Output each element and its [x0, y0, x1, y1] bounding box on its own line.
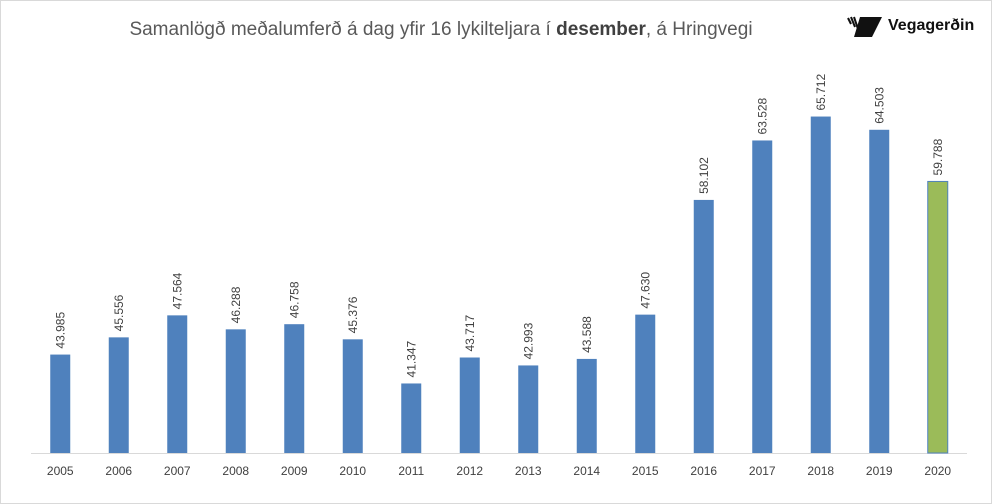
data-label-2020: 59.788: [931, 138, 945, 175]
bar-2018: [810, 116, 831, 454]
bar-2007: [167, 315, 188, 453]
x-tick-label-2018: 2018: [807, 464, 834, 478]
x-tick-label-2020: 2020: [924, 464, 951, 478]
data-label-2011: 41.347: [404, 340, 418, 377]
data-label-2010: 45.376: [346, 296, 360, 333]
data-label-2017: 63.528: [755, 97, 769, 134]
bar-2016: [693, 199, 714, 453]
bar-2006: [108, 337, 129, 453]
data-label-2009: 46.758: [287, 281, 301, 318]
x-tick-label-2015: 2015: [632, 464, 659, 478]
data-label-2006: 45.556: [112, 294, 126, 331]
data-label-2019: 64.503: [872, 87, 886, 124]
bar-2012: [459, 357, 480, 453]
bar-2014: [576, 358, 597, 453]
x-tick-label-2017: 2017: [749, 464, 776, 478]
data-label-2013: 42.993: [521, 322, 535, 359]
bar-2011: [401, 383, 422, 453]
x-tick-label-2012: 2012: [456, 464, 483, 478]
bar-2005: [50, 354, 71, 453]
data-label-2018: 65.712: [814, 74, 828, 111]
x-tick-label-2013: 2013: [515, 464, 542, 478]
bar-2015: [635, 314, 656, 453]
bar-2009: [284, 324, 305, 453]
x-tick-label-2019: 2019: [866, 464, 893, 478]
title-bold: desember: [556, 19, 646, 40]
x-tick-label-2009: 2009: [281, 464, 308, 478]
data-label-2014: 43.588: [580, 316, 594, 353]
logo-text: Vegagerðin: [888, 17, 975, 34]
title-prefix: Samanlögð meðalumferð á dag yfir 16 lyki…: [129, 19, 557, 40]
x-tick-label-2007: 2007: [164, 464, 191, 478]
data-label-2005: 43.985: [53, 312, 67, 349]
data-label-2007: 47.564: [170, 272, 184, 309]
title-suffix: , á Hringvegi: [645, 19, 753, 40]
x-tick-label-2014: 2014: [573, 464, 600, 478]
x-tick-label-2005: 2005: [47, 464, 74, 478]
x-tick-label-2016: 2016: [690, 464, 717, 478]
bar-2019: [869, 129, 890, 453]
logo: Vegagerðin: [846, 15, 974, 37]
x-tick-label-2010: 2010: [339, 464, 366, 478]
bar-2013: [518, 365, 539, 453]
bar-2010: [342, 339, 363, 453]
chart-title: Samanlögð meðalumferð á dag yfir 16 lyki…: [1, 19, 881, 41]
data-label-2016: 58.102: [697, 157, 711, 194]
x-tick-label-2006: 2006: [105, 464, 132, 478]
x-tick-label-2008: 2008: [222, 464, 249, 478]
x-tick-label-2011: 2011: [398, 464, 424, 478]
vegagerdin-stripes-logo-icon: [847, 16, 882, 37]
data-label-2015: 47.630: [638, 272, 652, 309]
data-label-2012: 43.717: [463, 314, 477, 351]
bar-2020: [927, 180, 949, 454]
bar-2017: [752, 140, 773, 454]
bar-2008: [225, 329, 246, 453]
data-label-2008: 46.288: [229, 286, 243, 323]
